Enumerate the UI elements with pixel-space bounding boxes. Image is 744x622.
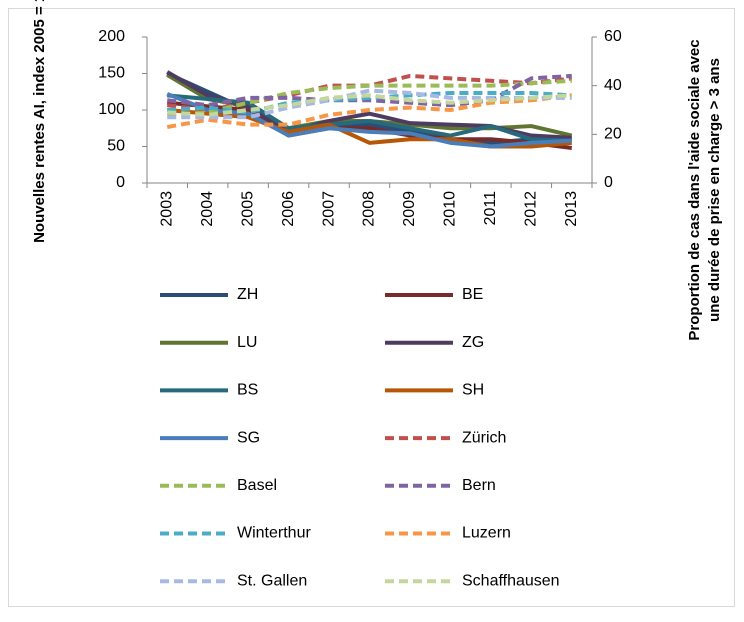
series-line	[166, 92, 572, 149]
chart-border	[8, 8, 735, 607]
x-tick-label: 2007	[320, 191, 337, 227]
legend-label: Basel	[237, 477, 277, 494]
y2-axis-label: une durée de prise en charge > 3 ans	[706, 58, 723, 322]
y-tick-label: 150	[98, 65, 125, 82]
legend-label: Bern	[462, 477, 496, 494]
series-line	[166, 73, 573, 112]
y-tick-label: 50	[107, 138, 125, 155]
legend-label: SH	[462, 382, 484, 399]
series-line	[167, 100, 573, 150]
y-tick-label: 0	[116, 174, 125, 191]
y2-tick-label: 60	[604, 28, 622, 45]
series-line	[167, 93, 572, 143]
y2-tick-label: 0	[604, 174, 613, 191]
series-line	[166, 73, 572, 108]
legend-label: Luzern	[462, 525, 511, 542]
legend-label: Winterthur	[237, 525, 311, 542]
legend-label: BE	[462, 286, 483, 303]
y2-tick-label: 40	[604, 77, 622, 94]
y-tick-label: 200	[98, 28, 125, 45]
series-line	[167, 90, 572, 115]
y-axis-label: Nouvelles rentes AI, index 2005 = 100	[31, 0, 48, 243]
y2-tick-label: 20	[604, 126, 622, 143]
legend-label: ZG	[462, 334, 484, 351]
x-tick-label: 2008	[361, 191, 378, 227]
y2-axis-label: Proportion de cas dans l'aide sociale av…	[686, 39, 703, 340]
series-line	[167, 78, 572, 117]
series-line	[166, 93, 573, 130]
x-tick-label: 2011	[482, 191, 499, 226]
x-tick-label: 2003	[158, 191, 175, 227]
legend-label: BS	[237, 382, 258, 399]
x-tick-label: 2009	[401, 191, 418, 227]
x-tick-label: 2012	[523, 191, 540, 227]
legend-label: Schaffhausen	[462, 572, 560, 589]
y-tick-label: 100	[98, 101, 125, 118]
x-tick-label: 2005	[239, 191, 256, 227]
legend-label: LU	[237, 334, 257, 351]
x-tick-label: 2004	[199, 191, 216, 227]
series-line	[167, 93, 572, 117]
legend-label: SG	[237, 429, 260, 446]
x-tick-label: 2006	[280, 191, 297, 227]
legend-label: St. Gallen	[237, 572, 307, 589]
x-tick-label: 2010	[442, 191, 459, 227]
legend-label: Zürich	[462, 429, 506, 446]
legend-label: ZH	[237, 286, 258, 303]
x-tick-label: 2013	[563, 191, 580, 227]
